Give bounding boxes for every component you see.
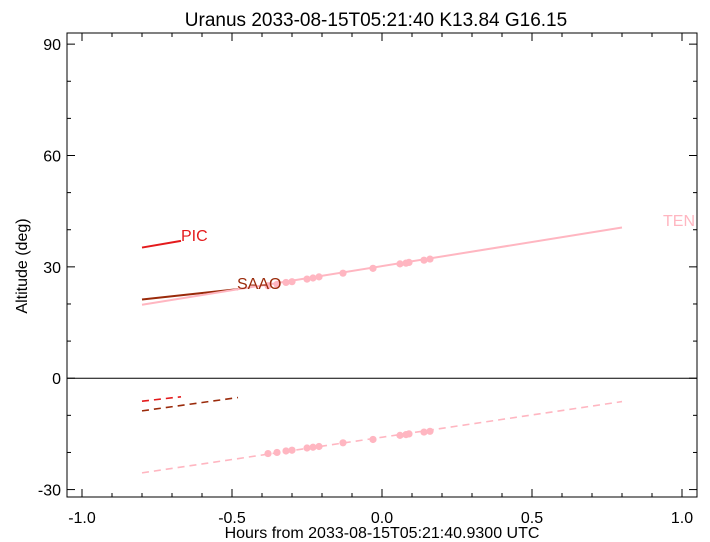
y-tick-label: 30 (43, 260, 61, 277)
series-line-below-pic (141, 395, 182, 403)
data-point-ten (369, 264, 377, 272)
data-point-below-ten (369, 435, 377, 444)
data-point-below-ten (264, 449, 272, 458)
data-point-ten (426, 255, 434, 263)
x-axis-title: Hours from 2033-08-15T05:21:40.9300 UTC (225, 525, 540, 542)
series-layer (141, 226, 623, 474)
data-point-below-ten (426, 427, 434, 435)
data-point-ten (396, 260, 404, 268)
data-point-ten (309, 274, 317, 282)
x-tick-label: -1.0 (68, 510, 96, 527)
series-line-ten (141, 226, 623, 306)
data-point-below-ten (405, 430, 413, 438)
series-line-below-ten (141, 400, 623, 474)
data-point-below-ten (396, 431, 404, 439)
x-tick-label: -0.5 (218, 510, 246, 527)
data-point-ten (273, 280, 281, 288)
series-label-pic: PIC (181, 228, 208, 245)
x-axis: -1.0 -0.5 0.0 0.5 1.0 (68, 33, 693, 527)
y-axis: -30 0 30 60 90 (38, 37, 697, 500)
x-tick-label: 0.5 (521, 510, 543, 527)
data-point-below-ten (420, 428, 428, 436)
x-tick-label: 1.0 (671, 510, 693, 527)
y-tick-label: 90 (43, 37, 61, 54)
data-point-ten (303, 275, 311, 283)
data-point-below-ten (273, 448, 281, 457)
data-point-below-ten (288, 446, 296, 454)
series-label-ten: TEN (663, 213, 695, 230)
data-point-ten (315, 273, 323, 281)
data-point-below-ten (315, 442, 323, 451)
data-point-ten (264, 282, 272, 290)
y-tick-label: 0 (52, 371, 61, 388)
series-line-below-saao (141, 396, 239, 412)
plot-frame (66, 32, 698, 498)
x-tick-label: 0.0 (371, 510, 393, 527)
data-point-below-ten (339, 439, 347, 447)
chart-title: Uranus 2033-08-15T05:21:40 K13.84 G16.15 (185, 10, 567, 31)
data-point-below-ten (303, 444, 311, 452)
data-point-ten (282, 278, 290, 287)
y-axis-title: Altitude (deg) (14, 218, 31, 313)
data-point-ten (420, 256, 428, 264)
data-point-ten (288, 278, 296, 286)
data-point-ten (339, 269, 347, 277)
data-point-below-ten (282, 447, 290, 455)
data-point-below-ten (309, 443, 317, 451)
y-tick-label: 60 (43, 148, 61, 165)
y-tick-label: -30 (38, 483, 61, 500)
series-line-pic (141, 239, 182, 249)
series-label-saao: SAAO (237, 276, 281, 293)
data-point-ten (405, 258, 413, 267)
